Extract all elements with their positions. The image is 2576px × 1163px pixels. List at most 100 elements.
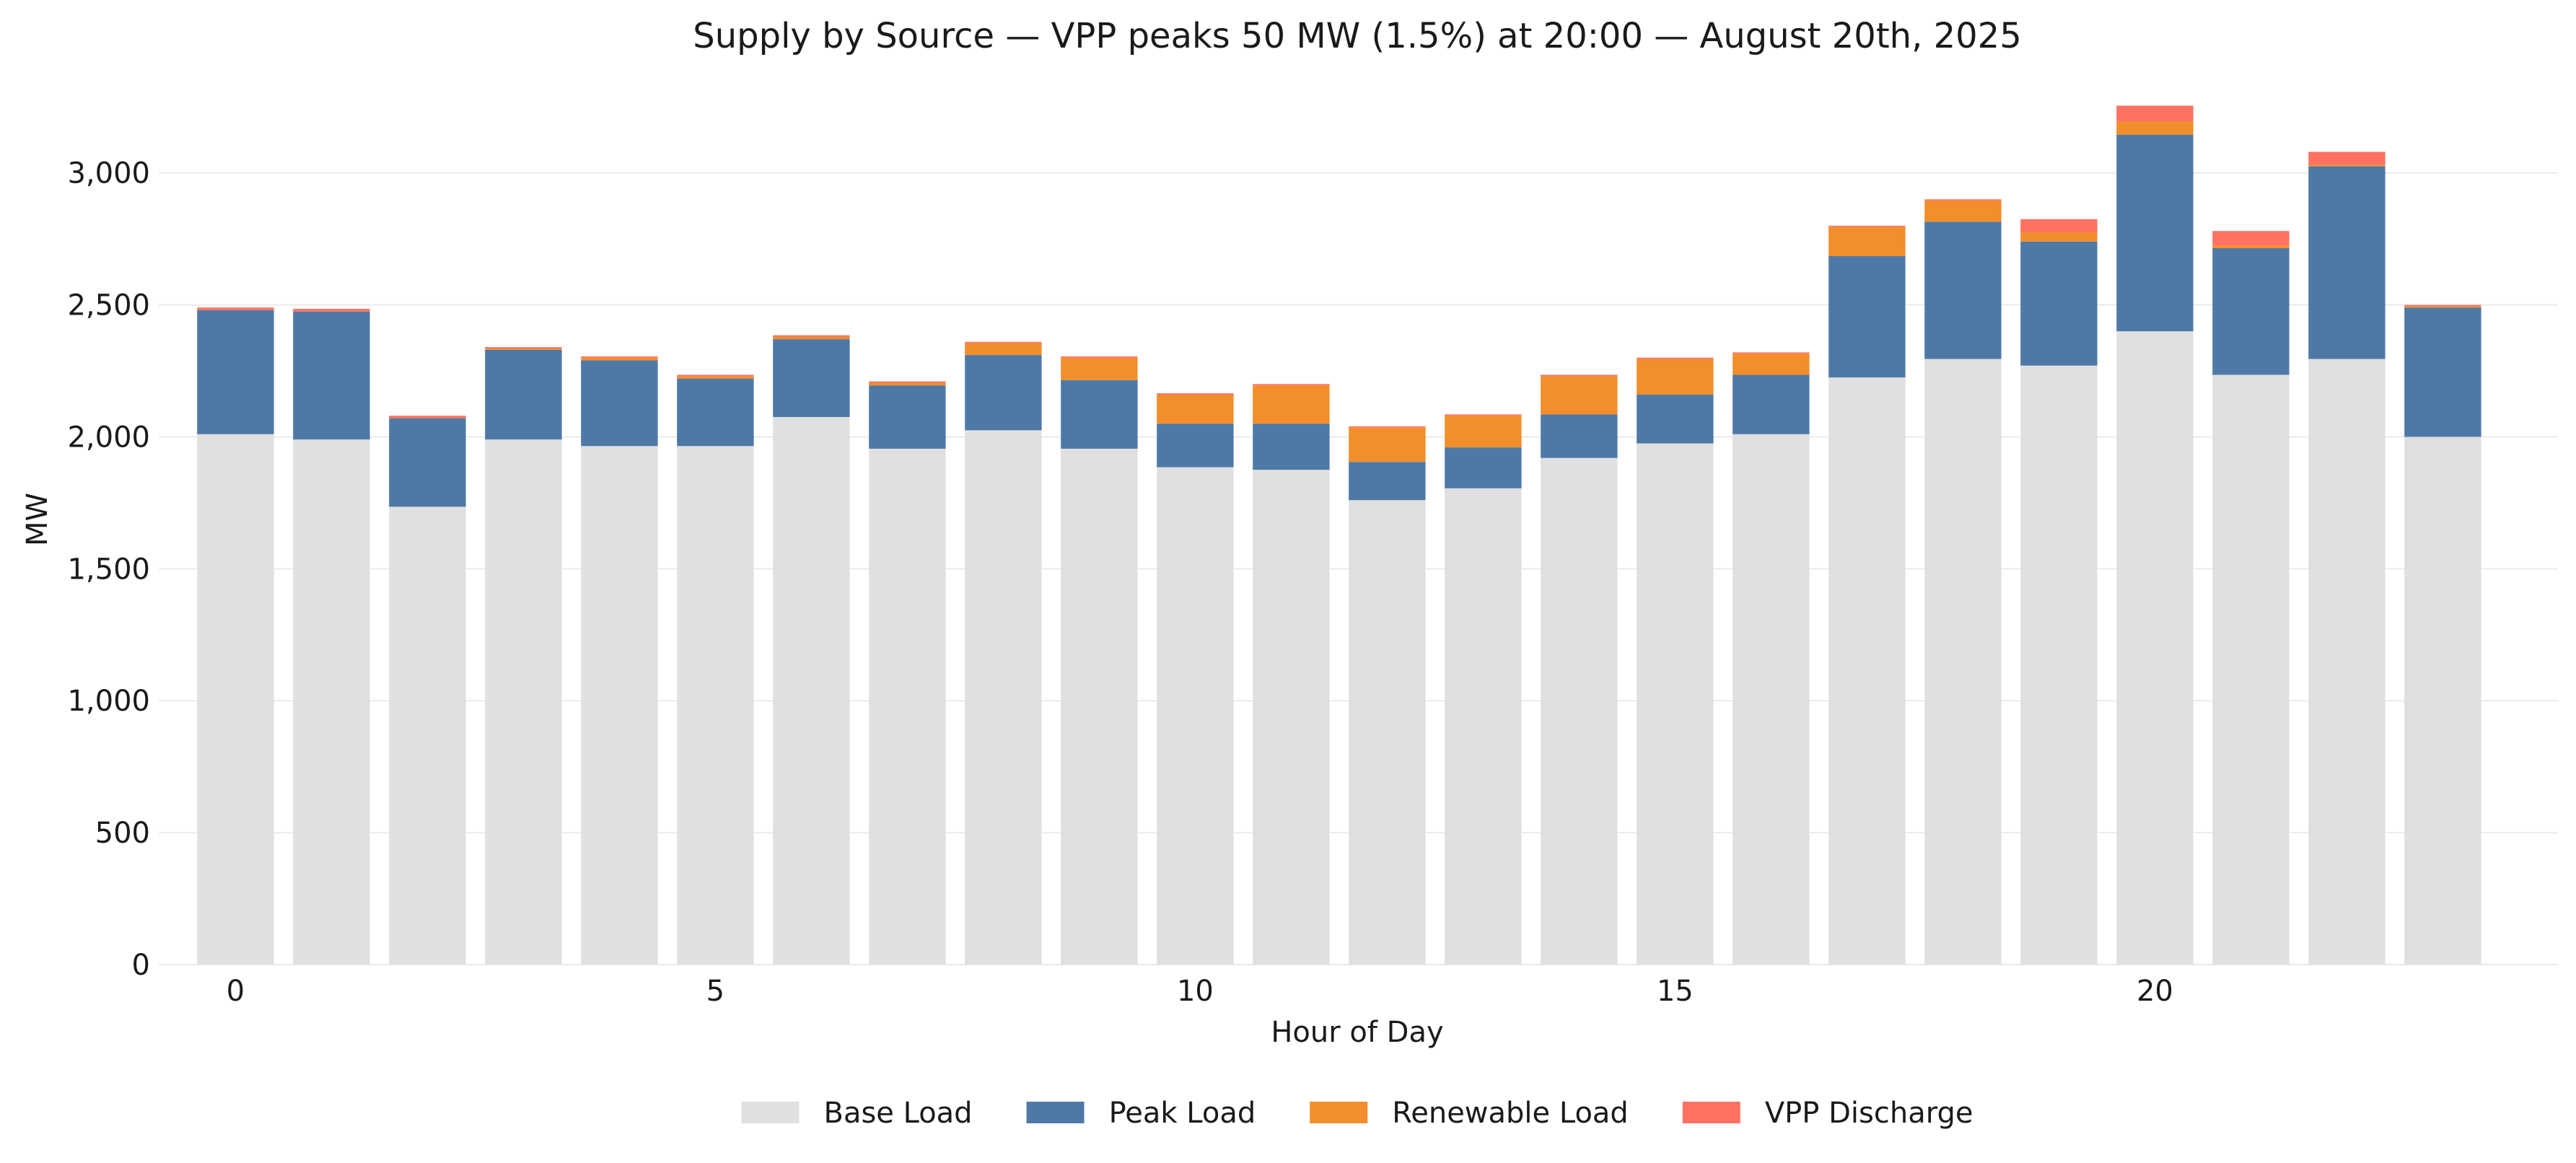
bar-segment xyxy=(2404,306,2481,308)
legend-item: Renewable Load xyxy=(1310,1097,1629,1130)
bar-segment xyxy=(965,355,1042,431)
bar-segment xyxy=(389,416,466,418)
y-axis-ticks: 0 500 1,000 1,500 2,000 2,500 3,000 xyxy=(67,157,150,982)
bar-segment xyxy=(1445,447,1522,488)
bar-segment xyxy=(389,418,466,507)
x-tick-label: 10 xyxy=(1177,975,1214,1008)
bar-segment xyxy=(1828,227,1906,256)
bar-segment xyxy=(1541,414,1618,458)
bar-segment xyxy=(1828,377,1906,965)
y-tick-label: 500 xyxy=(95,817,150,850)
bar-segment xyxy=(2116,134,2194,332)
bar-segment xyxy=(485,348,562,350)
bar-segment xyxy=(1541,376,1618,415)
bar-segment xyxy=(2308,359,2386,965)
bar-segment xyxy=(773,335,850,337)
bar-segment xyxy=(1061,357,1138,380)
bar-segment xyxy=(1253,384,1330,386)
bar-segment xyxy=(2116,121,2194,135)
bar-segment xyxy=(1828,255,1906,378)
bar-segment xyxy=(869,385,946,449)
legend-item: Peak Load xyxy=(1026,1097,1256,1130)
bar-segment xyxy=(485,347,562,348)
bar-segment xyxy=(1253,385,1330,424)
legend-swatch xyxy=(1682,1102,1740,1123)
bar-segment xyxy=(773,339,850,418)
bar-segment xyxy=(677,379,754,447)
bar-segment xyxy=(2308,152,2386,165)
y-tick-label: 2,000 xyxy=(67,421,150,454)
stacked-bars xyxy=(197,105,2481,965)
bar-segment xyxy=(581,357,658,361)
y-axis-label: MW xyxy=(21,493,54,546)
bar-segment xyxy=(2308,164,2386,167)
chart-title: Supply by Source — VPP peaks 50 MW (1.5%… xyxy=(693,16,2021,56)
legend-label: Renewable Load xyxy=(1392,1097,1629,1130)
bar-segment xyxy=(1924,201,2002,222)
bar-segment xyxy=(1828,225,1906,227)
bar-segment xyxy=(2020,232,2098,242)
bar-segment xyxy=(485,349,562,440)
legend: Base Load Peak Load Renewable Load VPP Disc… xyxy=(741,1097,1973,1130)
bar-segment xyxy=(1157,393,1234,395)
bar-segment xyxy=(293,309,370,312)
bar-segment xyxy=(1924,359,2002,965)
bar-segment xyxy=(1732,434,1810,965)
bar-segment xyxy=(2020,365,2098,965)
bar-segment xyxy=(1732,354,1810,375)
legend-swatch xyxy=(1310,1102,1368,1123)
bar-segment xyxy=(197,307,274,310)
bar-segment xyxy=(773,336,850,340)
bar-segment xyxy=(1637,359,1714,395)
y-tick-label: 1,000 xyxy=(67,685,150,718)
legend-label: VPP Discharge xyxy=(1765,1097,1973,1130)
bar-segment xyxy=(2212,245,2290,248)
bar-segment xyxy=(1349,427,1426,462)
legend-swatch xyxy=(741,1102,799,1123)
bar-segment xyxy=(485,439,562,965)
y-tick-label: 3,000 xyxy=(67,157,150,190)
bar-segment xyxy=(1349,500,1426,965)
bar-segment xyxy=(2212,231,2290,246)
bar-segment xyxy=(965,430,1042,965)
bar-segment xyxy=(773,417,850,965)
bar-segment xyxy=(1061,356,1138,358)
bar-segment xyxy=(677,376,754,379)
series-vpp-discharge xyxy=(197,105,2481,428)
x-axis-ticks: 0 5 10 15 20 xyxy=(227,975,2173,1008)
bar-segment xyxy=(965,343,1042,356)
series-peak-load xyxy=(197,134,2481,507)
bar-segment xyxy=(1541,374,1618,377)
x-axis-label: Hour of Day xyxy=(1271,1016,1443,1049)
bar-segment xyxy=(1637,394,1714,444)
legend-label: Peak Load xyxy=(1109,1097,1256,1130)
legend-label: Base Load xyxy=(824,1097,973,1130)
y-tick-label: 0 xyxy=(132,949,150,982)
bar-segment xyxy=(677,446,754,965)
bar-segment xyxy=(2212,374,2290,965)
bar-segment xyxy=(1061,379,1138,449)
bar-segment xyxy=(197,434,274,965)
bar-segment xyxy=(1637,357,1714,359)
bar-segment xyxy=(1637,443,1714,965)
bar-segment xyxy=(1924,221,2002,359)
bar-segment xyxy=(2116,105,2194,122)
bar-segment xyxy=(1924,199,2002,201)
y-tick-label: 1,500 xyxy=(67,553,150,586)
series-base-load xyxy=(197,331,2481,965)
bar-segment xyxy=(1157,394,1234,424)
bar-segment xyxy=(1349,426,1426,428)
bar-segment xyxy=(2020,241,2098,366)
bar-segment xyxy=(1445,488,1522,965)
bar-segment xyxy=(2308,166,2386,359)
bar-segment xyxy=(581,360,658,447)
bar-segment xyxy=(1732,352,1810,354)
bar-segment xyxy=(869,381,946,383)
bar-segment xyxy=(1445,414,1522,416)
bar-segment xyxy=(293,439,370,965)
bar-segment xyxy=(2404,307,2481,437)
bar-segment xyxy=(293,311,370,440)
legend-item: VPP Discharge xyxy=(1682,1097,1973,1130)
bar-segment xyxy=(581,356,658,358)
